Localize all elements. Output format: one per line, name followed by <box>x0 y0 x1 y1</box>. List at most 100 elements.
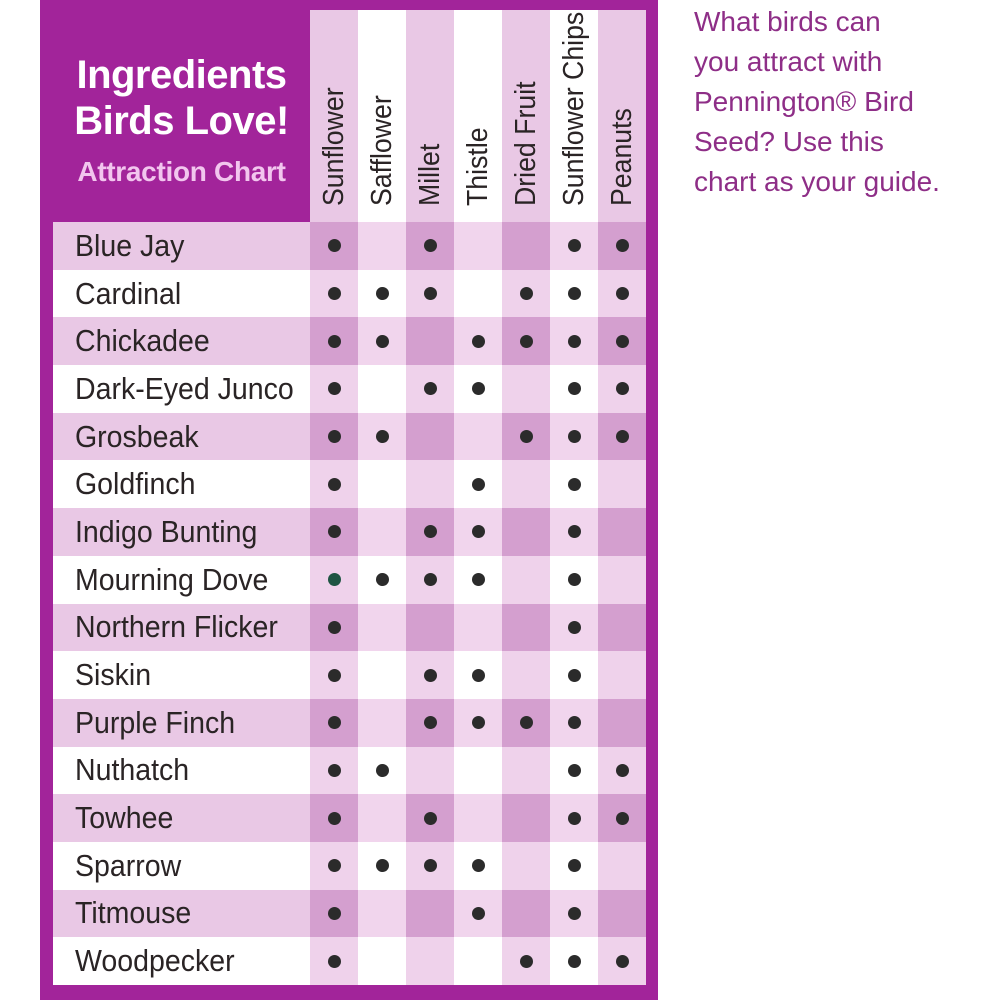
dot-cell <box>598 269 646 318</box>
attraction-dot <box>423 382 437 396</box>
attraction-dot <box>375 859 389 873</box>
dot-cell <box>598 317 646 366</box>
chart-title-line-2: Birds Love! <box>74 99 289 143</box>
attraction-dot <box>615 382 629 396</box>
attraction-dot <box>567 573 581 587</box>
dot-cell <box>598 603 646 652</box>
attraction-dot <box>471 382 485 396</box>
chart-title-box: Ingredients Birds Love! Attraction Chart <box>53 10 310 222</box>
bird-name-cell: Indigo Bunting <box>53 508 310 556</box>
dot-cell <box>406 222 454 270</box>
column-header-label: Safflower <box>366 95 398 206</box>
dot-cell <box>502 460 550 509</box>
dot-cell <box>358 937 406 985</box>
attraction-dot <box>471 525 485 539</box>
attraction-dot <box>327 906 341 920</box>
dot-cell <box>550 698 598 747</box>
dot-cell <box>310 412 358 461</box>
dot-cell <box>454 508 502 556</box>
dot-cell <box>310 794 358 842</box>
dot-cell <box>454 365 502 413</box>
attraction-dot <box>567 525 581 539</box>
dot-cell <box>502 222 550 270</box>
dot-cell <box>406 603 454 652</box>
attraction-dot <box>423 811 437 825</box>
dot-cell <box>502 317 550 366</box>
table-row: Indigo Bunting <box>53 508 646 556</box>
dot-cell <box>502 555 550 604</box>
attraction-dot <box>327 430 341 444</box>
bird-name: Mourning Dove <box>75 561 269 597</box>
attraction-dot <box>567 334 581 348</box>
dot-cell <box>310 222 358 270</box>
dot-cell <box>502 889 550 938</box>
dot-cell <box>598 889 646 938</box>
attraction-dot <box>423 668 437 682</box>
dot-cell <box>406 269 454 318</box>
bird-name: Dark-Eyed Junco <box>75 370 294 406</box>
attraction-dot <box>615 287 629 301</box>
bird-rows: Blue Jay Cardinal Chickadee Dark-Eyed Junco… <box>53 222 646 985</box>
dot-cell <box>550 937 598 985</box>
attraction-dot <box>327 287 341 301</box>
dot-cell <box>358 269 406 318</box>
dot-cell <box>454 651 502 699</box>
table-row: Cardinal <box>53 269 646 318</box>
table-row: Siskin <box>53 651 646 699</box>
attraction-dot <box>615 954 629 968</box>
table-row: Northern Flicker <box>53 603 646 652</box>
dot-cell <box>406 937 454 985</box>
dot-cell <box>310 365 358 413</box>
attraction-dot <box>567 620 581 634</box>
bird-name-cell: Titmouse <box>53 889 310 938</box>
attraction-dot <box>567 859 581 873</box>
intro-note-line: you attract with <box>694 46 883 77</box>
dot-cell <box>598 841 646 890</box>
intro-note-line: What birds can <box>694 6 881 37</box>
bird-name: Nuthatch <box>75 752 190 788</box>
attraction-dot <box>471 716 485 730</box>
attraction-dot <box>519 954 533 968</box>
dot-cell <box>358 508 406 556</box>
dot-cell <box>598 365 646 413</box>
dot-cell <box>598 460 646 509</box>
attraction-dot <box>567 811 581 825</box>
bird-name: Goldfinch <box>75 466 196 502</box>
dot-cell <box>358 794 406 842</box>
dot-cell <box>502 651 550 699</box>
dot-cell <box>550 460 598 509</box>
column-header-label: Sunflower <box>318 87 350 206</box>
chart-subtitle: Attraction Chart <box>77 156 286 187</box>
attraction-dot <box>327 239 341 253</box>
dot-cell <box>550 841 598 890</box>
column-header-cell: Millet <box>406 10 454 222</box>
bird-name: Indigo Bunting <box>75 513 258 549</box>
column-header-label: Sunflower Chips <box>558 11 590 206</box>
attraction-dot <box>567 716 581 730</box>
dot-cell <box>550 794 598 842</box>
bird-name: Grosbeak <box>75 418 199 454</box>
dot-cell <box>598 222 646 270</box>
attraction-dot <box>423 716 437 730</box>
dot-cell <box>454 317 502 366</box>
dot-cell <box>406 889 454 938</box>
dot-cell <box>310 555 358 604</box>
chart-header-row: Ingredients Birds Love! Attraction Chart… <box>53 10 646 222</box>
bird-name-cell: Sparrow <box>53 841 310 890</box>
intro-note-line: Pennington® Bird <box>694 86 914 117</box>
attraction-dot <box>567 430 581 444</box>
attraction-dot <box>375 763 389 777</box>
dot-cell <box>550 222 598 270</box>
dot-cell <box>502 508 550 556</box>
attraction-dot <box>567 382 581 396</box>
dot-cell <box>406 746 454 795</box>
dot-cell <box>454 412 502 461</box>
dot-cell <box>358 603 406 652</box>
column-header-cell: Safflower <box>358 10 406 222</box>
dot-cell <box>406 508 454 556</box>
bird-name-cell: Mourning Dove <box>53 555 310 604</box>
dot-cell <box>598 698 646 747</box>
table-row: Blue Jay <box>53 222 646 270</box>
dot-cell <box>406 412 454 461</box>
attraction-dot <box>327 811 341 825</box>
